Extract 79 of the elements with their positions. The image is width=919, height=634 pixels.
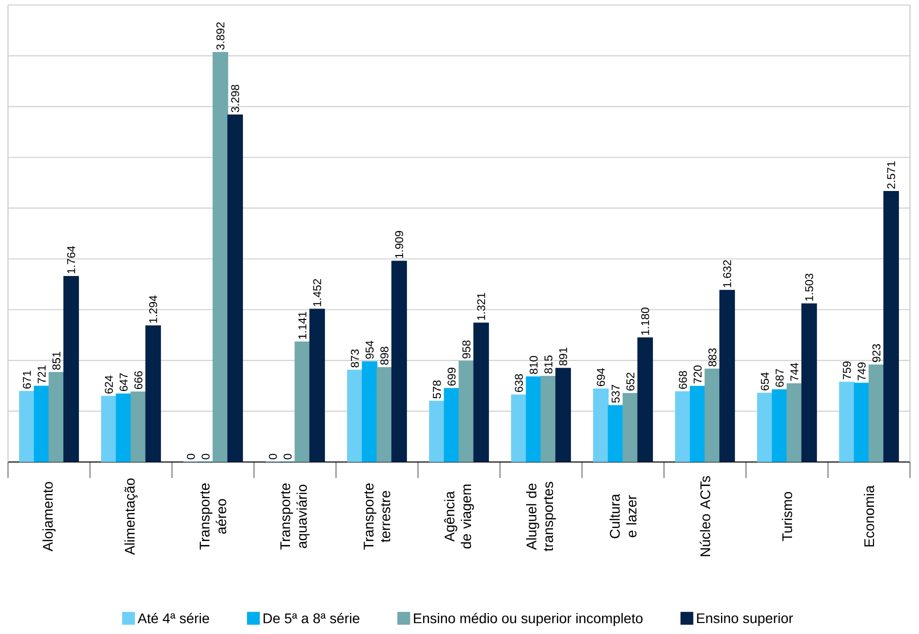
data-label: 654 bbox=[760, 372, 769, 390]
data-label: 759 bbox=[842, 361, 851, 380]
data-label: 1.321 bbox=[477, 292, 486, 320]
data-label: 815 bbox=[544, 356, 552, 374]
data-label: 1.141 bbox=[298, 312, 306, 339]
data-label: 883 bbox=[708, 348, 716, 366]
bar bbox=[883, 191, 899, 462]
data-label: 0 bbox=[268, 454, 277, 460]
bar bbox=[473, 322, 489, 462]
data-label: 578 bbox=[432, 380, 441, 398]
data-label: 687 bbox=[776, 369, 784, 387]
legend-label: De 5ª a 8ª série bbox=[264, 612, 360, 624]
data-label: 721 bbox=[38, 366, 46, 384]
x-tick-label: Agência de viagem bbox=[444, 484, 474, 548]
bar bbox=[145, 325, 161, 462]
data-label: 1.632 bbox=[723, 260, 732, 288]
data-label: 638 bbox=[514, 374, 523, 392]
bar bbox=[309, 308, 325, 462]
bar bbox=[19, 390, 35, 462]
bar bbox=[429, 400, 445, 462]
data-label: 0 bbox=[284, 454, 292, 460]
bar bbox=[391, 260, 407, 462]
x-tick-label: Economia bbox=[864, 485, 874, 546]
bar bbox=[637, 337, 653, 462]
x-tick-label: Alimentação bbox=[124, 478, 138, 555]
data-label: 652 bbox=[626, 372, 634, 391]
data-label: 666 bbox=[134, 371, 142, 390]
data-label: 954 bbox=[366, 340, 374, 359]
data-label: 671 bbox=[22, 370, 31, 389]
data-label: 891 bbox=[559, 348, 568, 366]
data-label: 749 bbox=[858, 362, 866, 380]
data-label: 1.452 bbox=[313, 279, 322, 306]
x-tick-label: Transporte aéreo bbox=[200, 483, 226, 550]
x-tick-label: Transporte aquaviário bbox=[280, 483, 310, 550]
legend-label: Ensino superior bbox=[697, 612, 793, 626]
legend-label: Até 4ª série bbox=[138, 612, 210, 624]
x-tick-label: Alojamento bbox=[42, 482, 56, 552]
bar bbox=[675, 391, 691, 462]
x-tick-label: Transporte terrestre bbox=[364, 483, 390, 550]
bar bbox=[719, 290, 735, 462]
data-label: 699 bbox=[448, 368, 456, 386]
data-label: 668 bbox=[678, 371, 687, 389]
data-label: 2.571 bbox=[887, 161, 896, 189]
bar bbox=[511, 394, 527, 462]
data-label: 1.503 bbox=[805, 274, 814, 301]
data-label: 744 bbox=[790, 362, 798, 381]
data-label: 537 bbox=[612, 384, 620, 403]
bar bbox=[347, 370, 363, 462]
data-label: 898 bbox=[380, 346, 388, 365]
bar bbox=[555, 368, 571, 462]
bar bbox=[101, 396, 117, 462]
data-label: 1.180 bbox=[641, 308, 650, 335]
data-label: 3.892 bbox=[216, 22, 224, 50]
x-tick-label: Aluguel de transportes bbox=[526, 482, 556, 552]
data-label: 923 bbox=[872, 344, 880, 362]
data-label: 810 bbox=[530, 356, 538, 374]
bar bbox=[839, 382, 855, 462]
bar bbox=[227, 114, 243, 462]
x-tick-label: Turismo bbox=[782, 492, 792, 542]
data-label: 851 bbox=[52, 352, 60, 370]
x-tick-label: Cultura e lazer bbox=[610, 494, 636, 538]
bar bbox=[63, 276, 79, 462]
bar bbox=[757, 392, 773, 462]
data-label: 958 bbox=[462, 340, 470, 358]
x-tick-label: Núcleo ACTs bbox=[700, 476, 710, 556]
data-label: 694 bbox=[596, 368, 605, 386]
data-label: 720 bbox=[694, 366, 702, 384]
data-label: 1.909 bbox=[395, 231, 404, 258]
data-label: 0 bbox=[186, 454, 195, 460]
data-label: 0 bbox=[202, 454, 210, 460]
bar bbox=[801, 303, 817, 462]
data-label: 1.764 bbox=[67, 246, 76, 274]
legend-label: Ensino médio ou superior incompleto bbox=[414, 612, 643, 626]
data-label: 624 bbox=[104, 375, 113, 394]
data-label: 3.298 bbox=[231, 84, 240, 112]
data-label: 873 bbox=[350, 349, 359, 368]
bar bbox=[593, 388, 609, 462]
data-label: 647 bbox=[120, 373, 128, 392]
data-label: 1.294 bbox=[149, 296, 158, 323]
